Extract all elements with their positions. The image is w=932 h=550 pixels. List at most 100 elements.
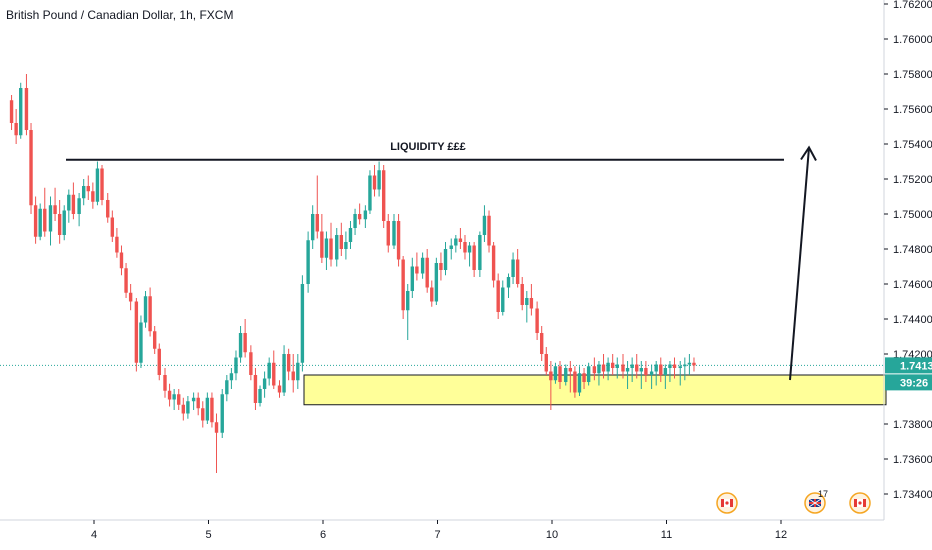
- candle-body: [597, 364, 601, 374]
- candle-countdown: 39:26: [900, 377, 928, 389]
- candle: [381, 165, 386, 228]
- candle: [258, 385, 262, 407]
- candle-body: [472, 245, 476, 270]
- y-tick-label: 1.75000: [893, 209, 932, 221]
- candle-body: [678, 366, 682, 368]
- candle-body: [573, 371, 577, 393]
- candle-body: [458, 238, 463, 242]
- candle-body: [672, 364, 677, 368]
- candle-body: [205, 397, 210, 421]
- candle: [272, 350, 276, 389]
- candle: [478, 231, 482, 277]
- candle: [573, 366, 577, 398]
- candle-body: [639, 368, 644, 372]
- candle-body: [253, 375, 258, 403]
- candle: [62, 205, 66, 241]
- candle-body: [630, 364, 634, 368]
- candle: [615, 357, 619, 379]
- candle-body: [515, 259, 520, 284]
- y-tick-label: 1.76200: [893, 0, 932, 11]
- candle-body: [520, 284, 524, 305]
- candle: [291, 354, 295, 393]
- candle: [335, 228, 339, 267]
- canada-flag-icon[interactable]: [849, 492, 871, 514]
- candle-body: [467, 245, 472, 253]
- candle: [449, 238, 453, 260]
- uk-flag-icon[interactable]: 17: [804, 489, 828, 514]
- candle-body: [357, 214, 362, 220]
- candle: [568, 361, 573, 393]
- candle-body: [282, 354, 286, 393]
- current-price-value: 1.74135: [900, 360, 932, 372]
- candle-body: [29, 130, 33, 206]
- candle: [225, 375, 229, 402]
- candle: [683, 357, 687, 381]
- candle-body: [434, 263, 439, 302]
- candle: [115, 228, 119, 258]
- candle-body: [134, 301, 139, 363]
- candle: [19, 82, 23, 139]
- candle: [511, 252, 515, 284]
- candle: [9, 95, 14, 130]
- candle: [597, 361, 601, 386]
- candle: [458, 228, 463, 249]
- candle: [77, 193, 81, 227]
- candle-body: [415, 266, 419, 274]
- candle-body: [152, 331, 157, 349]
- candle: [487, 210, 491, 253]
- candle-body: [196, 397, 200, 409]
- candle-body: [214, 422, 219, 433]
- candle-body: [339, 235, 344, 249]
- candle: [110, 210, 115, 242]
- candle: [601, 354, 606, 379]
- x-tick-label: 7: [434, 529, 440, 541]
- candle: [610, 354, 615, 375]
- current-price-badge: 1.74135 39:26: [885, 357, 932, 391]
- candle-body: [249, 352, 253, 375]
- candle: [177, 389, 181, 410]
- candle: [243, 319, 247, 358]
- candle-body: [668, 364, 672, 368]
- candle: [644, 361, 648, 382]
- candle-body: [420, 257, 425, 274]
- demand-zone-box[interactable]: [303, 374, 887, 406]
- candle-body: [272, 362, 276, 386]
- candle: [482, 205, 487, 242]
- candle-body: [57, 214, 62, 235]
- candle-body: [262, 378, 267, 389]
- candle: [654, 361, 658, 386]
- candle-body: [692, 362, 696, 366]
- y-tick-label: 1.73400: [893, 489, 932, 501]
- candle-body: [496, 280, 500, 312]
- candle-body: [67, 194, 71, 211]
- candle: [582, 368, 586, 389]
- candle-body: [186, 401, 190, 414]
- candle-body: [139, 322, 143, 363]
- candle-body: [167, 390, 172, 400]
- candle: [81, 179, 86, 206]
- canada-flag-icon[interactable]: [716, 492, 738, 514]
- x-tick-label: 12: [775, 529, 787, 541]
- projection-arrow[interactable]: [789, 147, 810, 381]
- candle-body: [401, 259, 405, 311]
- candle-body: [577, 373, 582, 393]
- candle: [186, 396, 190, 419]
- candle-body: [210, 397, 214, 423]
- candle: [553, 362, 558, 384]
- candle: [71, 182, 76, 220]
- candle: [181, 397, 186, 421]
- candle: [128, 284, 133, 311]
- candle-body: [77, 198, 81, 214]
- candle: [401, 256, 405, 319]
- candle-body: [644, 368, 648, 375]
- candle: [635, 354, 639, 379]
- candle: [205, 392, 210, 424]
- candle-body: [258, 389, 262, 403]
- candle: [406, 284, 410, 340]
- candle: [649, 364, 654, 389]
- candle: [282, 345, 286, 396]
- candle: [463, 235, 467, 260]
- candle: [148, 287, 152, 337]
- candle-body: [191, 397, 196, 402]
